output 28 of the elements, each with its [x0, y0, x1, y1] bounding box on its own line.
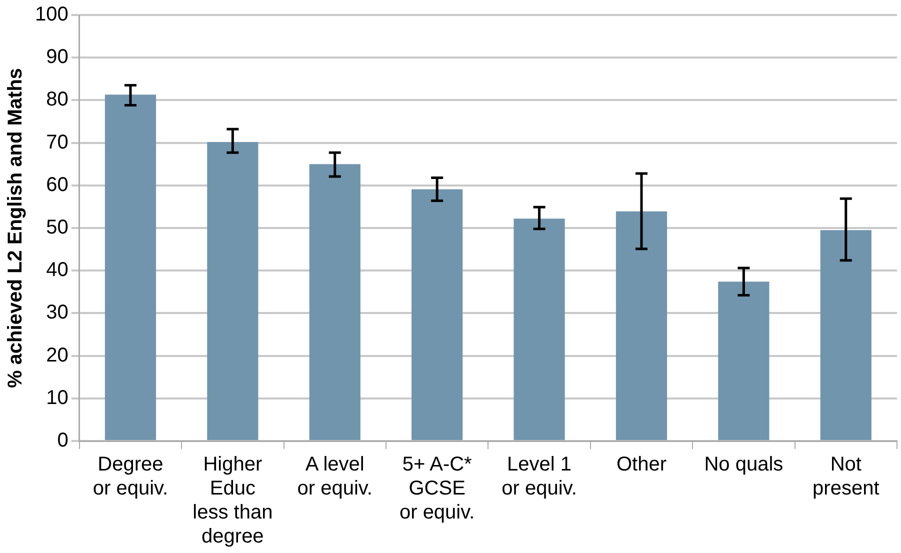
x-tick-label: Not present — [812, 454, 880, 500]
y-tick-label: 80 — [46, 88, 68, 111]
bar — [104, 94, 156, 440]
bar — [412, 189, 463, 440]
bar — [718, 282, 770, 440]
bar — [207, 142, 258, 440]
y-tick-label: 100 — [34, 4, 68, 26]
bar — [616, 211, 668, 440]
bar — [820, 230, 872, 440]
x-tick-label: A level or equiv. — [297, 454, 372, 500]
y-tick-label: 10 — [46, 386, 68, 409]
bar — [514, 218, 565, 440]
y-tick-label: 60 — [46, 174, 68, 196]
y-tick-label: 20 — [46, 344, 68, 366]
y-tick-label: 90 — [46, 46, 68, 68]
x-tick-label: No quals — [704, 454, 784, 476]
y-tick-label: 40 — [46, 259, 68, 282]
x-tick-label: 5+ A-C* GCSE or equiv. — [399, 454, 475, 524]
y-tick-label: 50 — [46, 216, 68, 239]
x-tick-label: Higher Educ less than degree — [192, 454, 273, 548]
y-axis-title: % achieved L2 English and Maths — [4, 68, 27, 388]
y-tick-label: 0 — [57, 430, 68, 452]
x-tick-label: Other — [616, 454, 667, 476]
x-tick-label: Degree or equiv. — [92, 454, 168, 500]
bar — [309, 164, 360, 440]
y-tick-label: 30 — [46, 302, 68, 324]
x-tick-label: Level 1 or equiv. — [502, 454, 577, 500]
y-tick-label: 70 — [46, 131, 68, 154]
